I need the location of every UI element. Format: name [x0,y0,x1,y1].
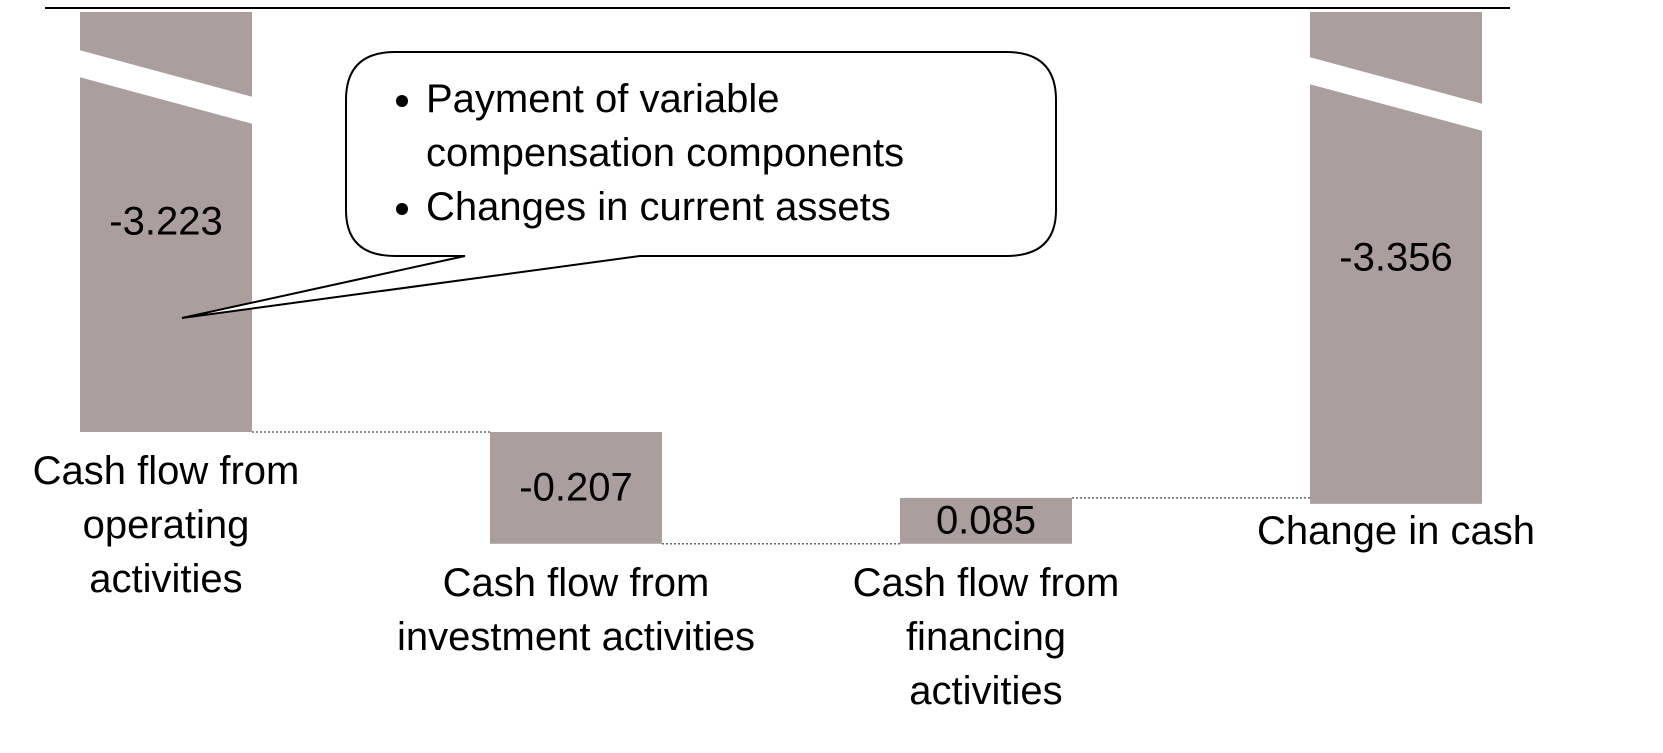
axis-breaks [79,50,1483,131]
axis-break [1309,57,1483,131]
value-label: -0.207 [519,465,632,509]
callout-bubble [181,51,1057,319]
callout-item: Changes in current assets [426,180,904,234]
value-label: 0.085 [936,498,1036,542]
category-label: Cash flow from financing activities [852,560,1120,713]
bar [900,497,1072,544]
value-label: -3.356 [1339,235,1452,279]
value-label: -3.223 [109,200,222,244]
bar [490,432,662,544]
axis-break [79,50,253,124]
category-label: Cash flow from investment activities [397,560,755,659]
callout-item: Payment of variable compensation compone… [426,72,904,180]
category-label: Cash flow from operating activities [32,449,300,601]
category-label: Change in cash [1257,508,1535,553]
value-labels: -3.223 -0.207 0.085 -3.356 [109,200,1452,543]
callout-text: Payment of variable compensation compone… [382,72,904,234]
